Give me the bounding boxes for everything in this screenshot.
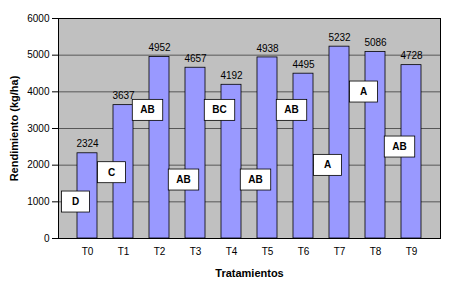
svg-text:0: 0 — [44, 233, 50, 244]
svg-text:AB: AB — [392, 141, 406, 152]
svg-text:4728: 4728 — [400, 50, 423, 61]
svg-text:BC: BC — [212, 104, 226, 115]
svg-text:AB: AB — [284, 104, 298, 115]
svg-text:T7: T7 — [334, 246, 346, 257]
svg-text:T1: T1 — [118, 246, 130, 257]
svg-text:AB: AB — [140, 104, 154, 115]
svg-text:AB: AB — [248, 174, 262, 185]
svg-text:T9: T9 — [406, 246, 418, 257]
svg-text:2000: 2000 — [27, 159, 50, 170]
svg-text:4495: 4495 — [292, 59, 315, 70]
svg-text:T6: T6 — [298, 246, 310, 257]
svg-text:T3: T3 — [190, 246, 202, 257]
svg-text:Rendimiento (kg/ha): Rendimiento (kg/ha) — [8, 75, 20, 181]
svg-text:T2: T2 — [154, 246, 166, 257]
svg-text:3637: 3637 — [112, 90, 135, 101]
svg-text:1000: 1000 — [27, 196, 50, 207]
svg-text:D: D — [72, 196, 79, 207]
svg-text:2324: 2324 — [76, 138, 99, 149]
svg-text:4657: 4657 — [184, 53, 207, 64]
svg-text:4192: 4192 — [220, 70, 243, 81]
svg-text:4000: 4000 — [27, 86, 50, 97]
svg-text:3000: 3000 — [27, 123, 50, 134]
svg-text:AB: AB — [176, 174, 190, 185]
svg-text:T0: T0 — [82, 246, 94, 257]
svg-text:4938: 4938 — [256, 43, 279, 54]
svg-text:5232: 5232 — [328, 32, 351, 43]
svg-text:5000: 5000 — [27, 49, 50, 60]
svg-text:A: A — [324, 159, 331, 170]
svg-text:T4: T4 — [226, 246, 238, 257]
svg-text:Tratamientos: Tratamientos — [215, 267, 283, 279]
svg-text:4952: 4952 — [148, 42, 171, 53]
svg-text:T8: T8 — [370, 246, 382, 257]
svg-text:C: C — [108, 167, 115, 178]
svg-text:5086: 5086 — [364, 37, 387, 48]
svg-text:T5: T5 — [262, 246, 274, 257]
svg-text:A: A — [360, 86, 367, 97]
svg-text:6000: 6000 — [27, 13, 50, 24]
